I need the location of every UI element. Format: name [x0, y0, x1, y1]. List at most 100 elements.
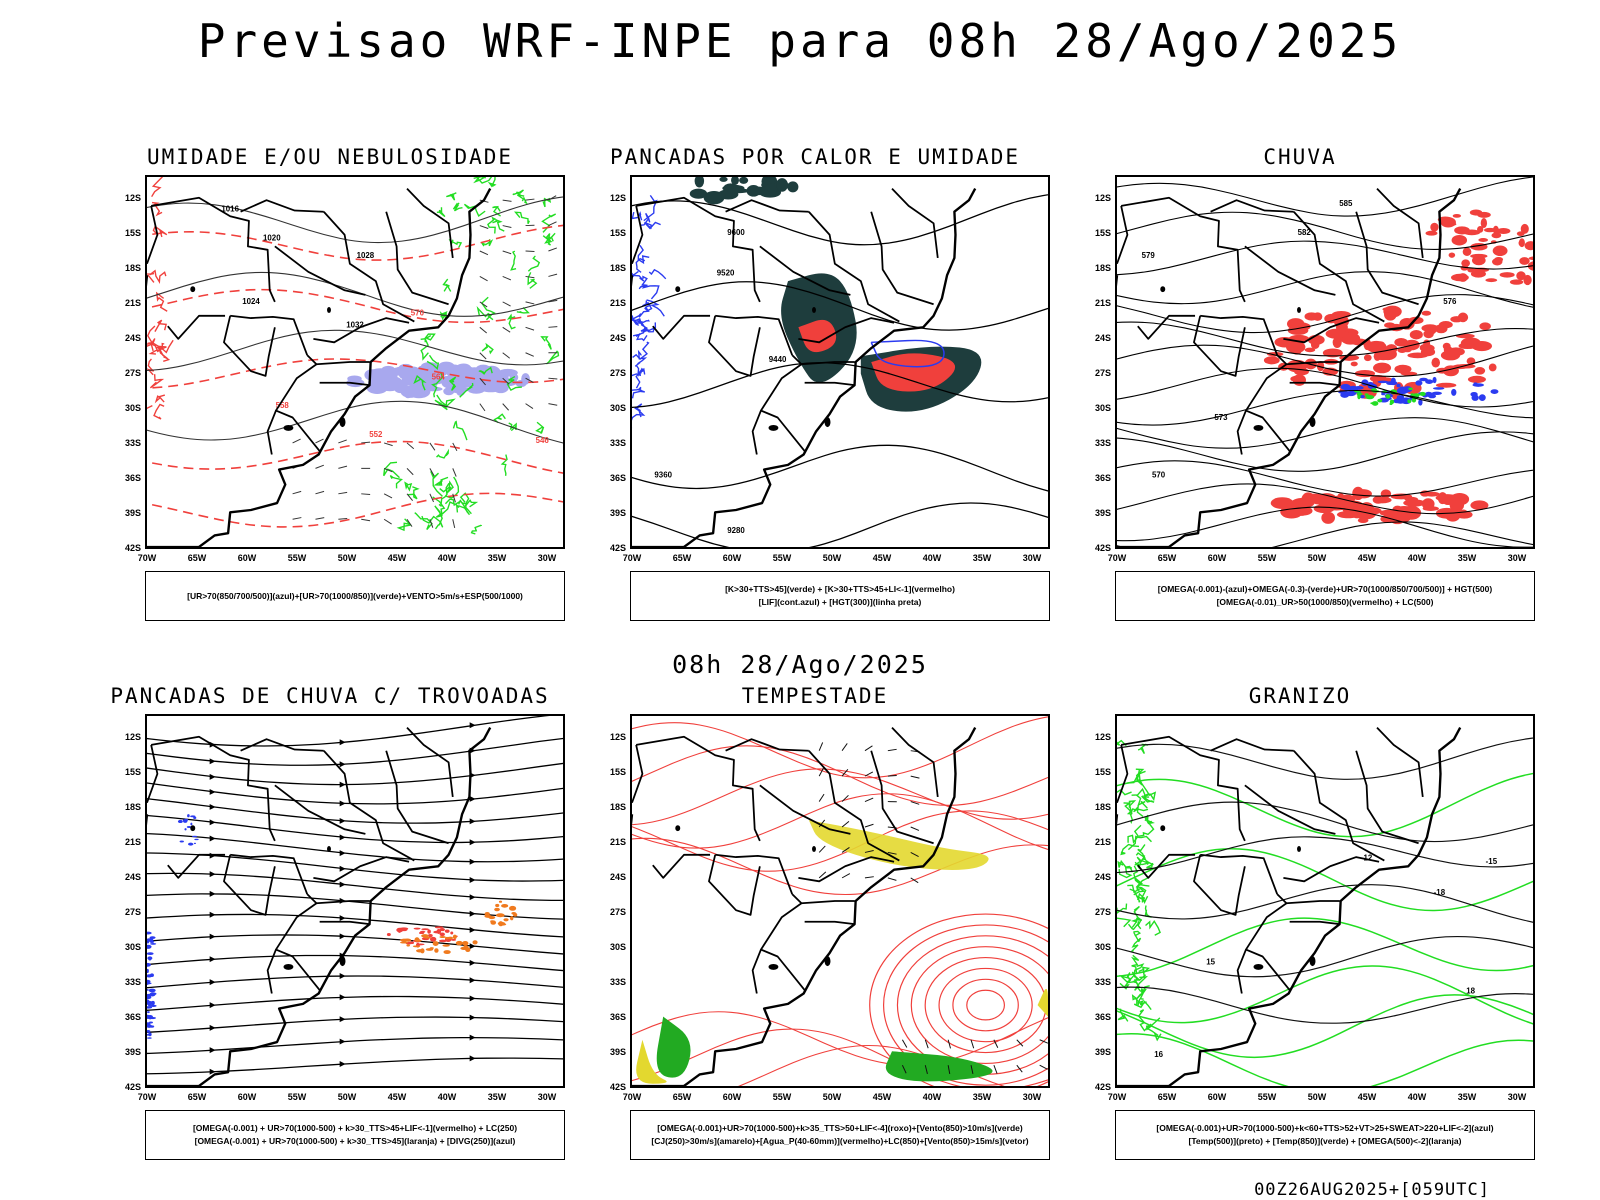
political-border: [319, 920, 370, 926]
omega-red: [1444, 508, 1461, 522]
contour-label: 579: [1142, 251, 1156, 260]
lagoon-patos: [1309, 956, 1316, 967]
humidity-low-green: [444, 498, 462, 507]
political-border: [313, 856, 410, 883]
omega-red: [1458, 509, 1468, 518]
lat-tick-label: 21S: [124, 837, 141, 847]
instability-dark: [746, 185, 761, 197]
humidity-low-green: [478, 366, 493, 375]
lat-tick-label: 33S: [609, 438, 626, 448]
streamline-250: [147, 913, 563, 938]
streamline-arrow: [469, 877, 476, 883]
lake-marker: [190, 825, 196, 832]
lat-tick-label: 36S: [609, 1012, 626, 1022]
streamline-250: [147, 782, 563, 805]
divergence-blue: [147, 1037, 152, 1039]
contour-label: 573: [1214, 413, 1228, 422]
political-border: [891, 187, 939, 259]
contour-label: 9600: [727, 228, 745, 237]
wind-vector: [429, 468, 435, 477]
humidity-low-green: [506, 375, 522, 392]
omega-red: [1380, 489, 1392, 499]
lc850-contour: [869, 913, 1048, 1086]
omega-red: [1292, 347, 1302, 355]
streamline-250: [147, 872, 563, 902]
lat-tick-label: 12S: [1094, 732, 1111, 742]
lif-contour: [632, 341, 650, 360]
lake-marker: [190, 286, 196, 293]
lat-tick-label: 36S: [124, 1012, 141, 1022]
lat-tick-label: 39S: [609, 1047, 626, 1057]
jet-yellow: [636, 1039, 667, 1084]
wind-vector: [548, 403, 558, 406]
storm-orange: [452, 934, 457, 940]
omega-blue: [1381, 392, 1386, 396]
lon-tick-label: 50W: [822, 1092, 842, 1102]
thickness-red: [156, 339, 174, 354]
hgt300-contour: [632, 194, 1048, 246]
map-basemap: [147, 726, 492, 1086]
omega-red: [1280, 505, 1303, 519]
omega-red: [1499, 272, 1515, 278]
political-border: [798, 317, 895, 344]
humidity-low-green: [470, 524, 483, 535]
wind-vector: [452, 442, 458, 452]
streamline-arrow: [469, 722, 476, 729]
political-border: [1137, 853, 1196, 879]
jet-yellow: [808, 820, 989, 870]
omega-red: [1491, 232, 1502, 239]
omega-red: [1402, 347, 1412, 353]
lon-tick-label: 30W: [537, 1092, 557, 1102]
lat-tick-label: 15S: [124, 228, 141, 238]
wind-vector: [429, 442, 436, 451]
lon-tick-label: 70W: [1107, 1092, 1127, 1102]
streamline-arrow: [209, 933, 216, 940]
omega-red: [1509, 279, 1524, 285]
wind-vector: [383, 442, 393, 447]
political-border: [632, 205, 644, 265]
lc850-contour: [632, 768, 1048, 826]
wind-vector: [292, 517, 302, 520]
contour-label: 9520: [717, 268, 735, 277]
hgt500-contour: [1117, 211, 1533, 250]
omega-blue: [1432, 387, 1445, 390]
wind-vector: [818, 819, 826, 828]
temp850-green: [1133, 804, 1149, 817]
political-border: [147, 205, 159, 265]
jet-yellow: [1037, 988, 1048, 1017]
political-border: [1200, 314, 1278, 356]
omega-blue: [1386, 381, 1395, 386]
lagoon-patos: [824, 417, 831, 428]
wind-vector: [361, 493, 371, 496]
omega-red: [1301, 492, 1316, 507]
streamline-arrow: [209, 1068, 216, 1075]
omega-red: [1458, 273, 1468, 282]
lat-tick-label: 39S: [1094, 508, 1111, 518]
coastline: [632, 727, 977, 1086]
legend-line: [K>30+TTS>45](verde) + [K>30+TTS>45+LI<-…: [725, 584, 955, 594]
humidity-low-green: [426, 354, 440, 370]
streamline-250: [147, 1057, 563, 1075]
political-border: [1286, 361, 1340, 366]
thickness-contour: [147, 288, 563, 324]
thickness-red: [157, 342, 168, 360]
omega-green: [1410, 393, 1415, 396]
lon-tick-label: 40W: [922, 1092, 942, 1102]
wind-vector: [1039, 1064, 1048, 1070]
lon-tick-label: 35W: [1457, 1092, 1477, 1102]
storm-orange: [463, 945, 469, 949]
map-svg: 1016 1020 1024 1028 1032 570 564 558 552 546: [147, 177, 563, 547]
lif-contour: [636, 319, 650, 326]
wind-vector: [502, 352, 511, 359]
divergence-blue: [148, 1021, 153, 1024]
lif-contour: [640, 212, 651, 226]
panel-title: CHUVA: [1263, 145, 1337, 169]
wind850-green: [885, 1051, 993, 1082]
lat-tick-label: 21S: [609, 298, 626, 308]
political-border: [1117, 205, 1129, 265]
streamline-250: [147, 975, 563, 989]
streamline-arrow: [469, 995, 476, 1002]
streamline-arrow: [209, 835, 216, 842]
lon-tick-label: 40W: [922, 553, 942, 563]
storm-red: [396, 927, 404, 933]
